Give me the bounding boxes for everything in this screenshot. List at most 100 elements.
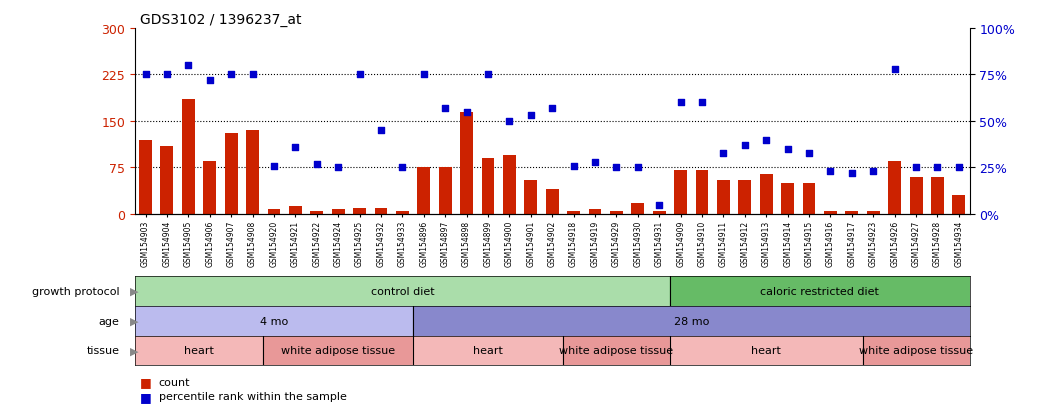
Bar (952, 196, 965, 214)
Bar (503, 156, 515, 214)
Bar (889, 162, 901, 214)
Bar (289, 207, 302, 214)
Bar (674, 171, 688, 214)
Bar (310, 211, 324, 214)
Bar (181, 100, 195, 214)
Bar (863, 336, 970, 366)
Bar (867, 211, 879, 214)
Bar (738, 180, 751, 214)
Point (887, 66, 903, 73)
Text: white adipose tissue: white adipose tissue (281, 346, 395, 356)
Point (565, 163, 582, 169)
Bar (931, 177, 944, 214)
Text: 28 mo: 28 mo (674, 316, 709, 326)
Point (201, 78, 218, 84)
Text: age: age (99, 316, 119, 326)
Point (372, 128, 389, 134)
Point (544, 105, 561, 112)
Bar (545, 190, 559, 214)
Point (330, 165, 346, 171)
Bar (225, 134, 237, 214)
Text: white adipose tissue: white adipose tissue (559, 346, 673, 356)
Bar (632, 203, 644, 214)
Bar (481, 159, 495, 214)
Point (822, 169, 839, 175)
Point (907, 165, 924, 171)
Bar (135, 336, 263, 366)
Bar (696, 171, 708, 214)
Text: heart: heart (185, 346, 214, 356)
Text: 4 mo: 4 mo (260, 316, 288, 326)
Bar (161, 146, 173, 214)
Point (394, 165, 411, 171)
Text: GDS3102 / 1396237_at: GDS3102 / 1396237_at (140, 13, 302, 27)
Text: count: count (159, 377, 190, 387)
Text: caloric restricted diet: caloric restricted diet (760, 286, 879, 296)
Point (780, 146, 796, 153)
Bar (413, 306, 970, 336)
Bar (567, 211, 580, 214)
Text: tissue: tissue (86, 346, 119, 356)
Point (801, 150, 817, 157)
Bar (354, 208, 366, 214)
Bar (909, 177, 923, 214)
Bar (781, 183, 794, 214)
Point (951, 165, 968, 171)
Point (416, 72, 432, 78)
Bar (760, 174, 773, 214)
Point (716, 150, 732, 157)
Point (865, 169, 881, 175)
Point (587, 159, 604, 166)
Point (180, 63, 197, 69)
Point (758, 137, 775, 143)
Point (501, 118, 517, 125)
Bar (332, 209, 344, 214)
Point (223, 72, 240, 78)
Text: ▶: ▶ (130, 286, 138, 296)
Point (352, 72, 368, 78)
Point (608, 165, 624, 171)
Point (694, 100, 710, 107)
Point (137, 72, 153, 78)
Bar (268, 209, 280, 214)
Point (929, 165, 946, 171)
Bar (374, 209, 388, 214)
Text: heart: heart (752, 346, 781, 356)
Bar (417, 168, 430, 214)
Text: percentile rank within the sample: percentile rank within the sample (159, 392, 346, 401)
Bar (589, 209, 601, 214)
Point (265, 163, 282, 169)
Bar (563, 336, 670, 366)
Bar (803, 183, 815, 214)
Text: ▶: ▶ (130, 346, 138, 356)
Point (287, 144, 304, 151)
Point (672, 100, 689, 107)
Point (458, 109, 475, 116)
Bar (263, 336, 413, 366)
Point (245, 72, 261, 78)
Point (843, 170, 860, 177)
Point (159, 72, 175, 78)
Bar (670, 336, 863, 366)
Bar (135, 306, 413, 336)
Text: heart: heart (473, 346, 503, 356)
Bar (246, 131, 259, 214)
Point (651, 202, 668, 209)
Text: ■: ■ (140, 390, 151, 403)
Bar (439, 168, 451, 214)
Bar (139, 140, 152, 214)
Bar (610, 211, 623, 214)
Point (736, 142, 753, 149)
Bar (653, 211, 666, 214)
Point (523, 113, 539, 119)
Point (308, 161, 325, 168)
Point (437, 105, 453, 112)
Bar (203, 162, 216, 214)
Text: ▶: ▶ (130, 316, 138, 326)
Bar (396, 211, 409, 214)
Text: white adipose tissue: white adipose tissue (859, 346, 973, 356)
Bar (413, 336, 563, 366)
Text: control diet: control diet (370, 286, 435, 296)
Text: growth protocol: growth protocol (32, 286, 119, 296)
Point (629, 165, 646, 171)
